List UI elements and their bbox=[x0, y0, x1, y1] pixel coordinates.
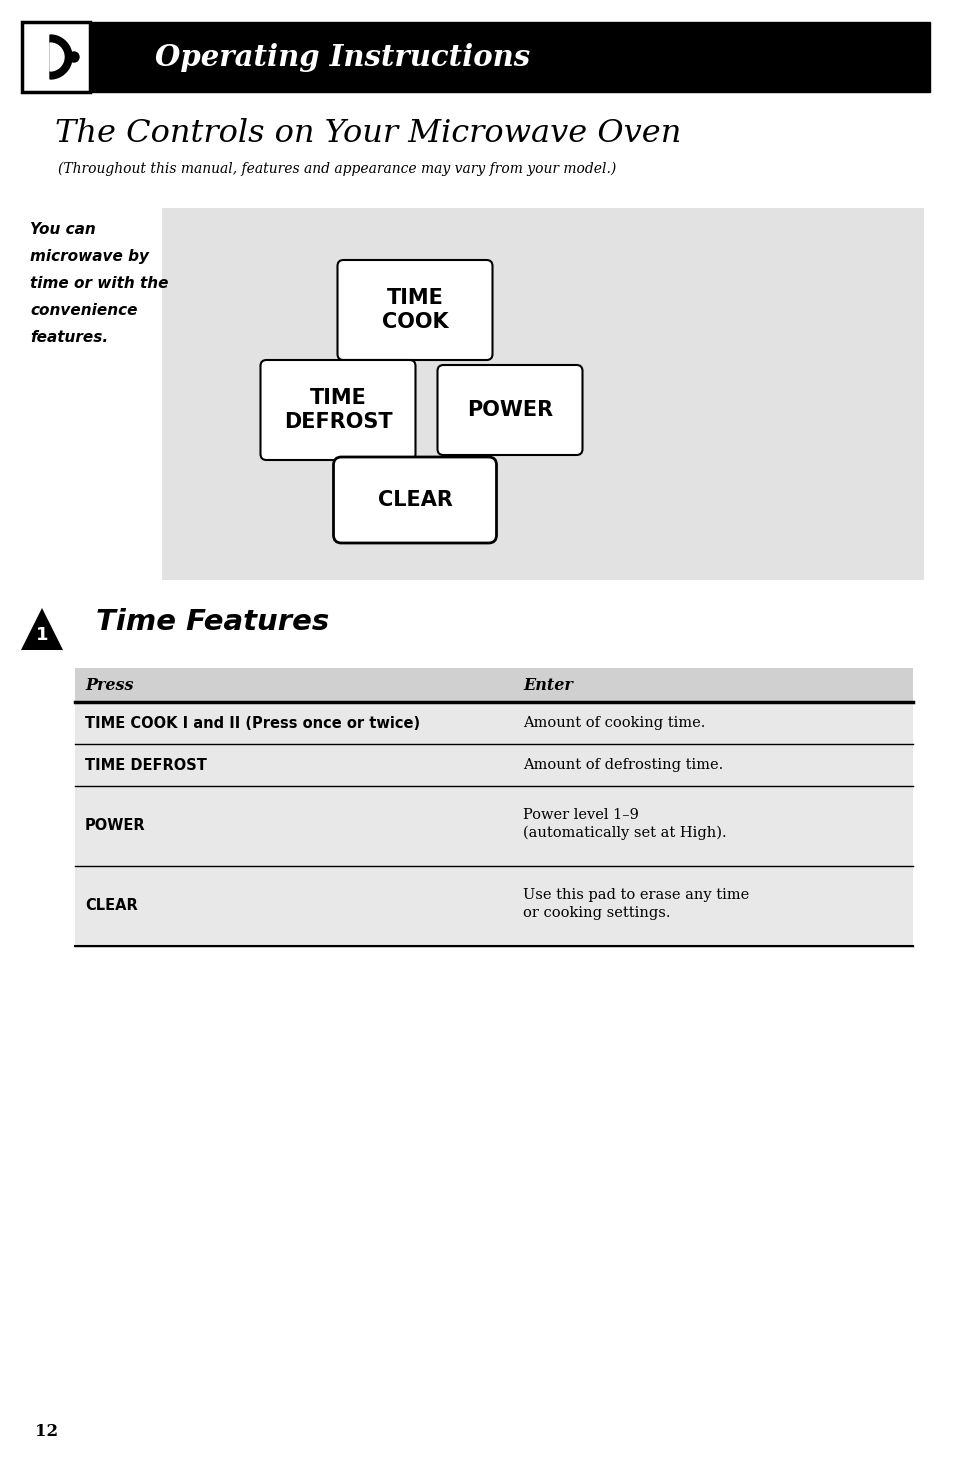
Text: Operating Instructions: Operating Instructions bbox=[154, 43, 530, 71]
Text: or cooking settings.: or cooking settings. bbox=[522, 906, 670, 920]
Text: Use this pad to erase any time: Use this pad to erase any time bbox=[522, 888, 748, 903]
Text: TIME DEFROST: TIME DEFROST bbox=[85, 758, 207, 773]
Bar bbox=[75, 866, 912, 945]
Text: 1: 1 bbox=[35, 627, 49, 645]
Text: Time Features: Time Features bbox=[96, 608, 329, 636]
Polygon shape bbox=[21, 608, 63, 650]
Text: Press: Press bbox=[85, 677, 133, 693]
Text: (automatically set at High).: (automatically set at High). bbox=[522, 826, 726, 841]
Bar bbox=[75, 702, 912, 743]
Text: Amount of defrosting time.: Amount of defrosting time. bbox=[522, 758, 722, 771]
Text: 12: 12 bbox=[35, 1423, 58, 1440]
Circle shape bbox=[69, 52, 79, 62]
Text: You can
microwave by
time or with the
convenience
features.: You can microwave by time or with the co… bbox=[30, 223, 169, 345]
Text: TIME COOK I and II (Press once or twice): TIME COOK I and II (Press once or twice) bbox=[85, 715, 419, 730]
Bar bbox=[162, 208, 923, 580]
Text: TIME
COOK: TIME COOK bbox=[381, 288, 448, 332]
Text: POWER: POWER bbox=[85, 819, 146, 833]
Text: Enter: Enter bbox=[522, 677, 572, 693]
Text: CLEAR: CLEAR bbox=[377, 490, 452, 510]
FancyBboxPatch shape bbox=[334, 457, 496, 543]
Polygon shape bbox=[50, 43, 64, 71]
Polygon shape bbox=[50, 35, 71, 80]
Bar bbox=[75, 743, 912, 786]
Bar bbox=[75, 668, 912, 702]
FancyBboxPatch shape bbox=[337, 260, 492, 360]
FancyBboxPatch shape bbox=[260, 360, 416, 460]
Text: Amount of cooking time.: Amount of cooking time. bbox=[522, 715, 704, 730]
FancyBboxPatch shape bbox=[437, 364, 582, 454]
Text: TIME
DEFROST: TIME DEFROST bbox=[283, 388, 392, 432]
Text: (Throughout this manual, features and appearance may vary from your model.): (Throughout this manual, features and ap… bbox=[58, 162, 616, 177]
Text: CLEAR: CLEAR bbox=[85, 898, 137, 913]
Text: The Controls on Your Microwave Oven: The Controls on Your Microwave Oven bbox=[55, 118, 680, 149]
Bar bbox=[22, 22, 90, 91]
Bar bbox=[75, 786, 912, 866]
Text: Power level 1–9: Power level 1–9 bbox=[522, 808, 639, 822]
Text: POWER: POWER bbox=[466, 400, 553, 420]
Bar bbox=[60, 22, 929, 91]
